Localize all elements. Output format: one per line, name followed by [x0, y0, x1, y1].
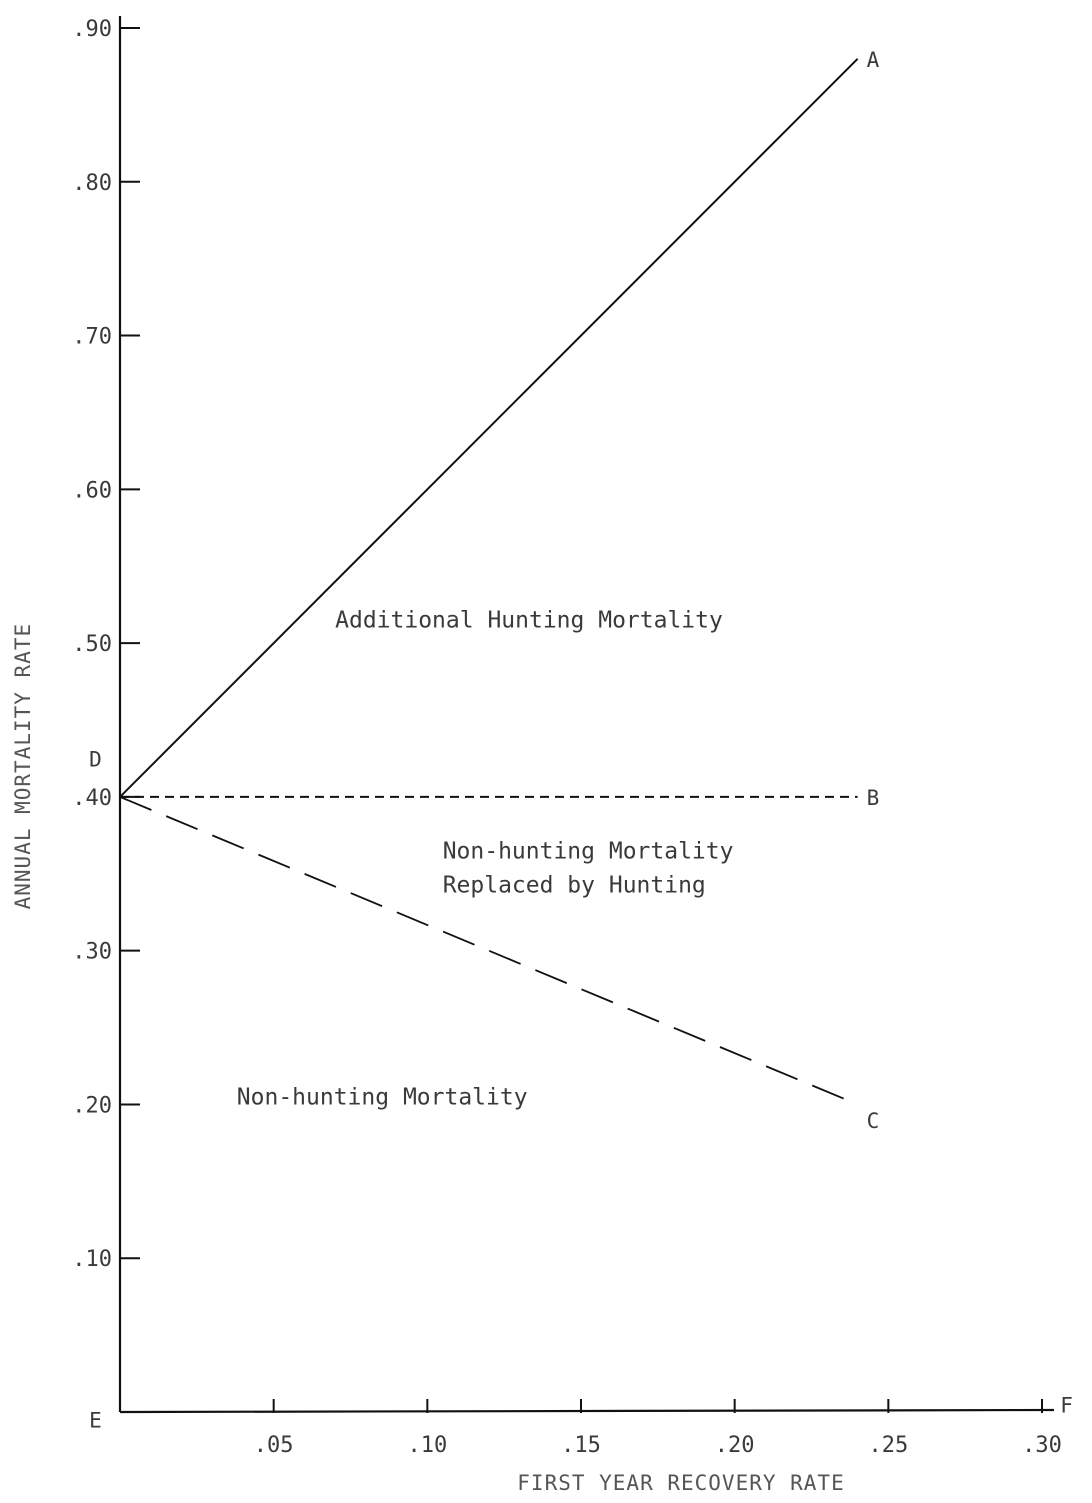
- x-tick-label: .30: [1022, 1433, 1062, 1458]
- region-label-line: Non-hunting Mortality: [443, 838, 734, 864]
- x-tick-label: .25: [868, 1433, 908, 1458]
- y-tick-label: .40: [72, 786, 112, 811]
- x-tick-label: .10: [407, 1433, 447, 1458]
- x-tick-label: .15: [561, 1433, 601, 1458]
- y-tick-label: .10: [72, 1247, 112, 1272]
- y-tick-label: .80: [72, 171, 112, 196]
- y-tick-label: .90: [72, 17, 112, 42]
- axes: [118, 16, 1055, 1414]
- y-tick-label: .50: [72, 632, 112, 657]
- point-label-a: A: [867, 48, 880, 72]
- point-label-c: C: [867, 1109, 880, 1133]
- region-label: Non-hunting Mortality: [237, 1084, 528, 1110]
- region-label-line: Non-hunting Mortality: [237, 1084, 528, 1110]
- x-tick-label: .05: [254, 1433, 294, 1458]
- series-lines: [119, 58, 859, 1106]
- chart-labels: FIRST YEAR RECOVERY RATE ANNUAL MORTALITY…: [11, 48, 1073, 1495]
- point-label-e: E: [89, 1409, 102, 1433]
- region-label-line: Additional Hunting Mortality: [335, 608, 723, 634]
- series-line-c: [119, 796, 858, 1106]
- y-tick-label: .60: [72, 478, 112, 503]
- series-line-a: [119, 58, 859, 798]
- point-label-f: F: [1060, 1393, 1073, 1417]
- x-tick-label: .20: [715, 1433, 755, 1458]
- point-label-d: D: [89, 747, 102, 771]
- region-label-line: Replaced by Hunting: [443, 872, 706, 898]
- y-tick-label: .20: [72, 1093, 112, 1118]
- x-axis-line: [119, 1408, 1055, 1414]
- region-label: Non-hunting Mortality Replaced by Hunting: [443, 838, 734, 898]
- y-tick-label: .70: [72, 325, 112, 350]
- y-axis-title: ANNUAL MORTALITY RATE: [11, 623, 35, 910]
- point-label-b: B: [867, 786, 880, 810]
- y-tick-label: .30: [72, 940, 112, 965]
- x-axis-title: FIRST YEAR RECOVERY RATE: [517, 1471, 844, 1495]
- region-label: Additional Hunting Mortality: [335, 608, 723, 634]
- axis-ticks: .10 .20 .30 .40 .50 .60 .70 .80 .90 .05 .10 .15 .20.…: [72, 17, 1062, 1458]
